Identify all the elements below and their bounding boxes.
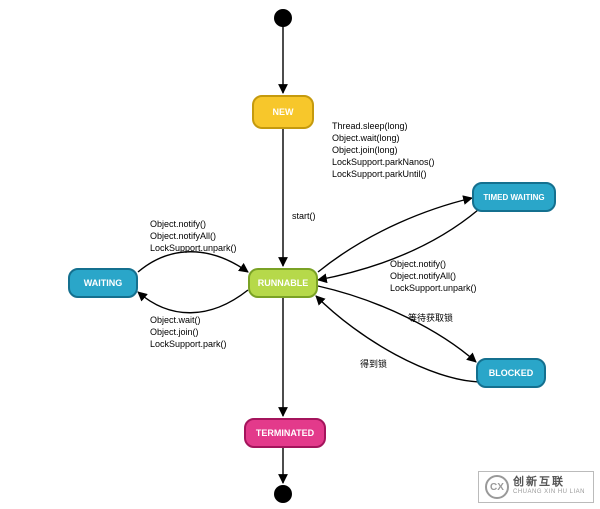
node-timed-label: TIMED WAITING <box>483 193 544 202</box>
label-from-blocked: 得到锁 <box>360 358 387 370</box>
watermark: CX 创新互联 CHUANG XIN HU LIAN <box>478 471 594 503</box>
node-blocked-label: BLOCKED <box>489 368 534 378</box>
label-from-waiting: Object.notify() Object.notifyAll() LockS… <box>150 218 237 254</box>
label-from-timed: Object.notify() Object.notifyAll() LockS… <box>390 258 477 294</box>
node-runnable-label: RUNNABLE <box>258 278 309 288</box>
label-to-timed: Thread.sleep(long) Object.wait(long) Obj… <box>332 120 435 180</box>
node-timed-waiting: TIMED WAITING <box>472 182 556 212</box>
node-waiting-label: WAITING <box>84 278 123 288</box>
node-waiting: WAITING <box>68 268 138 298</box>
watermark-logo-icon: CX <box>485 475 509 499</box>
node-runnable: RUNNABLE <box>248 268 318 298</box>
label-start: start() <box>292 210 316 222</box>
label-to-blocked: 等待获取锁 <box>408 312 453 324</box>
watermark-cn: 创新互联 <box>513 477 585 487</box>
watermark-pinyin: CHUANG XIN HU LIAN <box>513 487 585 497</box>
start-dot <box>274 9 292 27</box>
end-dot <box>274 485 292 503</box>
node-new-label: NEW <box>273 107 294 117</box>
label-to-waiting: Object.wait() Object.join() LockSupport.… <box>150 314 227 350</box>
node-blocked: BLOCKED <box>476 358 546 388</box>
node-new: NEW <box>252 95 314 129</box>
node-terminated: TERMINATED <box>244 418 326 448</box>
node-terminated-label: TERMINATED <box>256 428 314 438</box>
